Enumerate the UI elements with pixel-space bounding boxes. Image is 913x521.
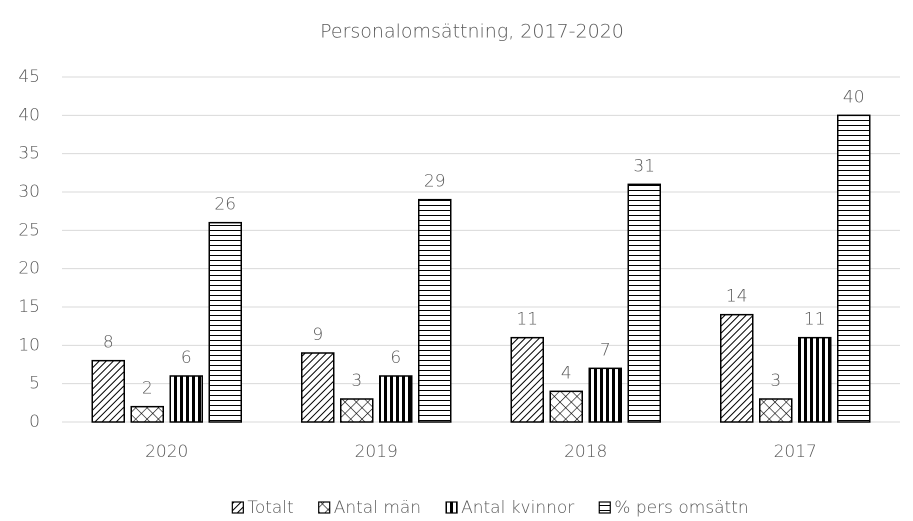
data-label: 11 — [804, 310, 826, 330]
bar — [549, 390, 583, 423]
bar — [130, 405, 164, 423]
data-label: 14 — [726, 287, 748, 307]
bar — [510, 336, 544, 423]
data-label: 6 — [181, 348, 192, 368]
y-tick-label: 25 — [18, 220, 40, 240]
bar — [169, 375, 203, 423]
bar — [798, 336, 832, 423]
data-label: 29 — [424, 172, 446, 192]
legend-swatch — [445, 501, 458, 514]
data-label: 6 — [390, 348, 401, 368]
bar — [837, 114, 871, 423]
data-label: 31 — [633, 156, 655, 176]
legend-swatch — [598, 501, 611, 514]
y-tick-label: 0 — [29, 412, 40, 432]
y-tick-label: 30 — [18, 182, 40, 202]
legend-label: Antal män — [334, 498, 421, 518]
data-label: 7 — [600, 340, 611, 360]
bar — [627, 183, 661, 423]
bar — [759, 398, 793, 423]
y-tick-label: 5 — [29, 374, 40, 394]
data-label: 4 — [561, 363, 572, 383]
bar — [91, 359, 125, 423]
data-label: 11 — [516, 310, 538, 330]
y-tick-label: 10 — [18, 335, 40, 355]
data-label: 40 — [843, 87, 865, 107]
data-label: 26 — [214, 195, 236, 215]
y-tick-label: 15 — [18, 297, 40, 317]
data-label: 3 — [770, 371, 781, 391]
x-tick-label: 2019 — [355, 442, 398, 462]
data-label: 8 — [103, 333, 114, 353]
bar — [418, 198, 452, 423]
bar — [301, 352, 335, 423]
legend-label: % pers omsättn — [614, 498, 748, 518]
bar — [208, 221, 242, 423]
bar — [588, 367, 622, 423]
data-label: 3 — [351, 371, 362, 391]
bar — [340, 398, 374, 423]
bar — [720, 313, 754, 423]
data-label: 9 — [312, 325, 323, 345]
legend-label: Totalt — [247, 498, 293, 518]
bar — [379, 375, 413, 423]
y-tick-label: 20 — [18, 259, 40, 279]
y-tick-label: 40 — [18, 105, 40, 125]
x-tick-label: 2017 — [774, 442, 817, 462]
legend-label: Antal kvinnor — [461, 498, 574, 518]
legend-swatch — [318, 501, 331, 514]
y-tick-label: 35 — [18, 144, 40, 164]
legend-swatch — [231, 501, 244, 514]
x-tick-label: 2018 — [564, 442, 607, 462]
x-tick-label: 2020 — [145, 442, 188, 462]
y-tick-label: 45 — [18, 67, 40, 87]
chart-title: Personalomsättning, 2017-2020 — [320, 21, 624, 43]
data-label: 2 — [142, 379, 153, 399]
